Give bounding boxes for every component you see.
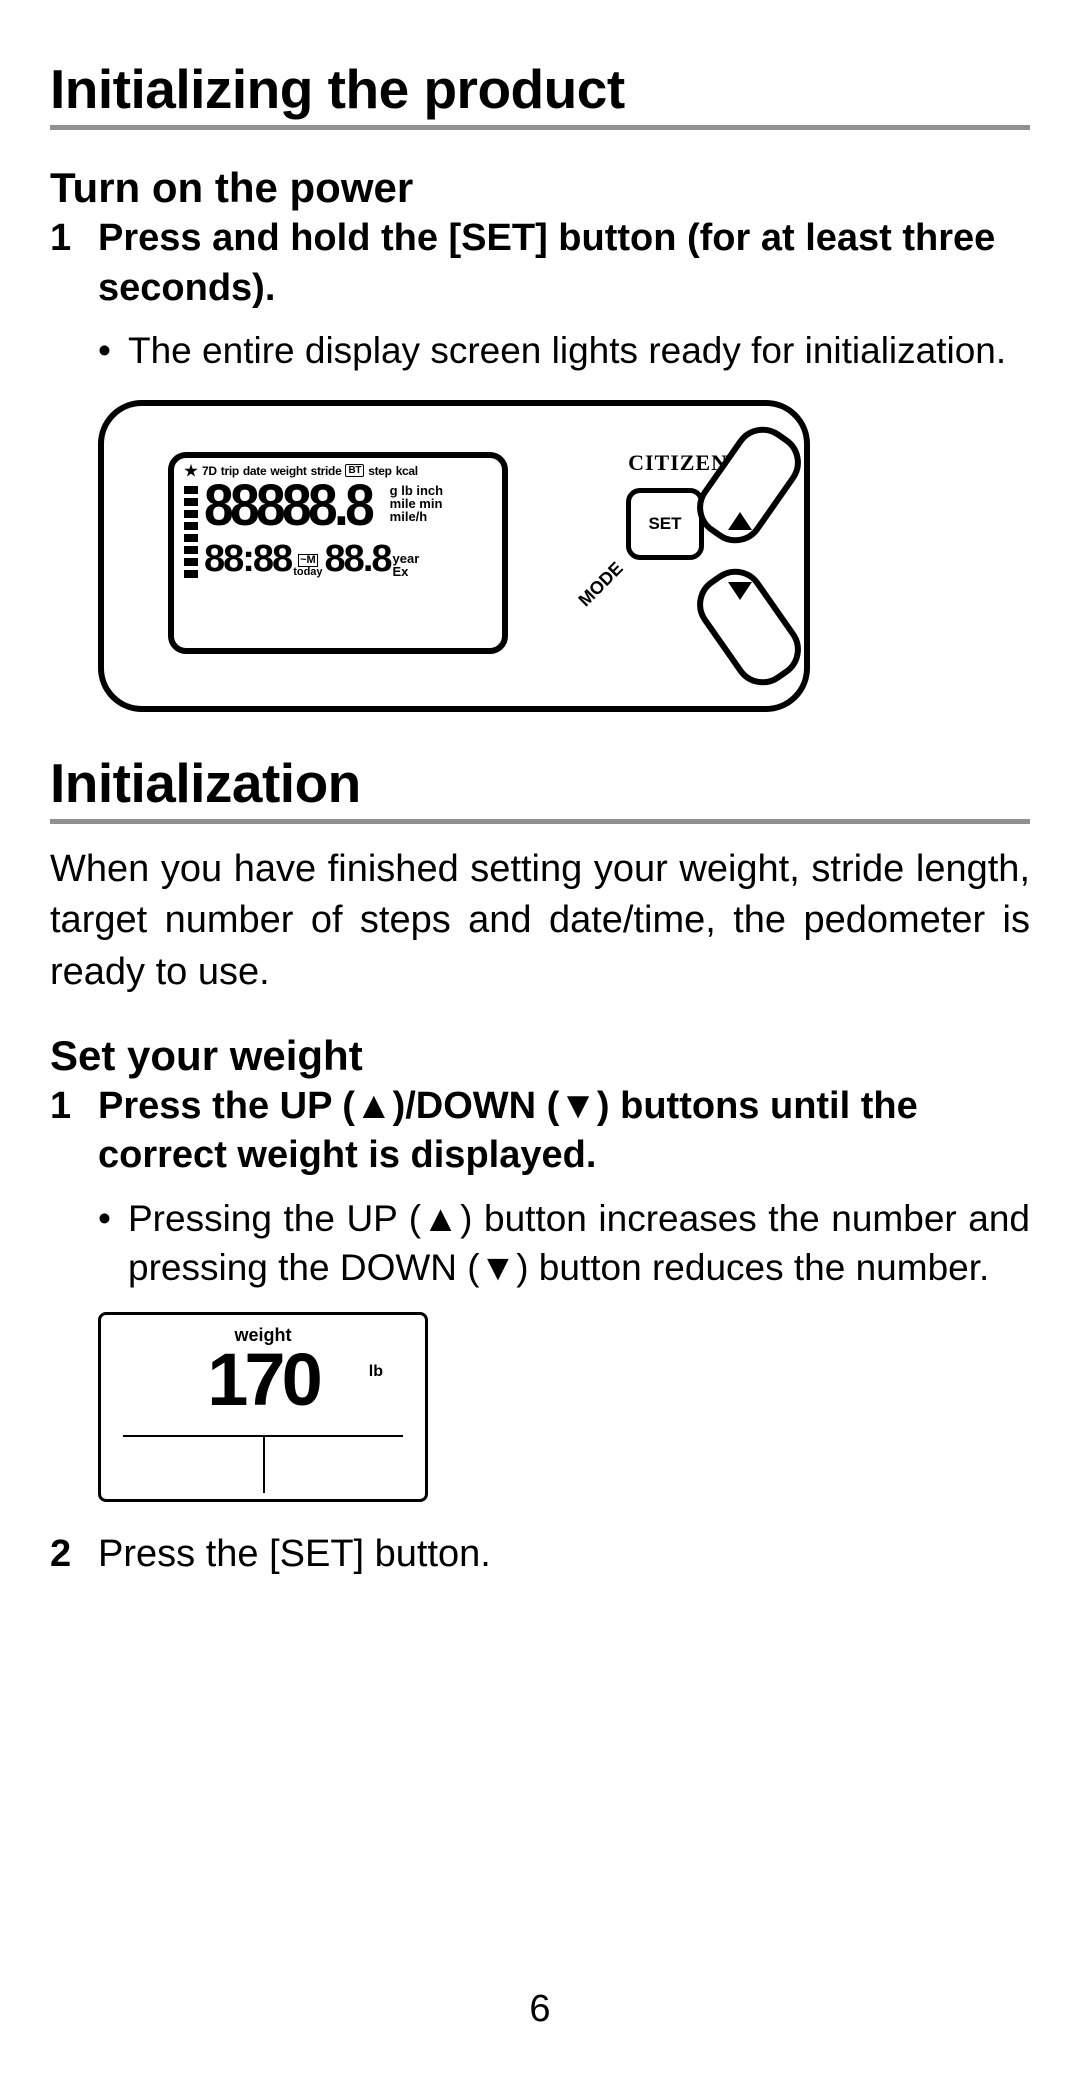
weight-unit: lb bbox=[369, 1363, 383, 1381]
pedometer-device-figure: 7D trip date weight stride BT step kcal … bbox=[98, 400, 810, 712]
step-text: Press and hold the [SET] button (for at … bbox=[98, 214, 1030, 313]
progress-bars-icon bbox=[184, 546, 198, 578]
set-button: SET bbox=[626, 488, 704, 560]
divider-vertical bbox=[263, 1435, 265, 1493]
lcd-token: step bbox=[368, 464, 391, 478]
page-number: 6 bbox=[0, 1988, 1080, 2031]
star-icon bbox=[184, 464, 198, 478]
step-number: 1 bbox=[50, 1082, 98, 1181]
step-number: 1 bbox=[50, 214, 98, 313]
lcd-main-digits: 88888.8 bbox=[204, 480, 371, 532]
note-text: The entire display screen lights ready f… bbox=[128, 327, 1030, 376]
step-number: 2 bbox=[50, 1530, 98, 1579]
section-title-initialization: Initialization bbox=[50, 752, 1030, 824]
manual-page: Initializing the product Turn on the pow… bbox=[0, 0, 1080, 2081]
step-1-weight: 1 Press the UP (▲)/DOWN (▼) buttons unti… bbox=[50, 1082, 1030, 1181]
lcd-main-row: 88888.8 g lb inch mile min mile/h bbox=[184, 480, 494, 542]
lcd-time-digits: 88:88 bbox=[204, 540, 291, 578]
weight-display-figure: weight 170 lb bbox=[98, 1312, 428, 1502]
triangle-up-icon bbox=[728, 512, 752, 530]
mode-label: MODE bbox=[574, 558, 627, 611]
down-button bbox=[685, 557, 812, 697]
lcd-secondary-digits: 88.8 bbox=[325, 540, 391, 578]
step-1-power: 1 Press and hold the [SET] button (for a… bbox=[50, 214, 1030, 313]
lcd-screen: 7D trip date weight stride BT step kcal … bbox=[168, 452, 508, 654]
lcd-mid-labels: ~M today bbox=[293, 554, 322, 578]
up-button bbox=[685, 415, 812, 555]
progress-bars-icon bbox=[184, 480, 198, 542]
brand-label: CITIZEN bbox=[628, 450, 728, 476]
subsection-set-weight: Set your weight bbox=[50, 1032, 1030, 1080]
step-text: Press the [SET] button. bbox=[98, 1530, 1030, 1579]
subsection-turn-on-power: Turn on the power bbox=[50, 164, 1030, 212]
intro-paragraph: When you have finished setting your weig… bbox=[50, 844, 1030, 998]
step-note-display-lights: • The entire display screen lights ready… bbox=[50, 327, 1030, 376]
triangle-down-icon bbox=[728, 582, 752, 600]
note-text: Pressing the UP (▲) button increases the… bbox=[128, 1195, 1030, 1293]
bullet: • bbox=[98, 1195, 128, 1293]
step-note-up-down: • Pressing the UP (▲) button increases t… bbox=[50, 1195, 1030, 1293]
lcd-secondary-row: 88:88 ~M today 88.8 year Ex bbox=[184, 540, 494, 578]
lcd-units-column-2: year Ex bbox=[393, 552, 420, 578]
lcd-units-column: g lb inch mile min mile/h bbox=[390, 480, 443, 523]
lcd-token: kcal bbox=[396, 464, 418, 478]
section-title-initializing: Initializing the product bbox=[50, 58, 1030, 130]
step-2-weight: 2 Press the [SET] button. bbox=[50, 1530, 1030, 1579]
step-text: Press the UP (▲)/DOWN (▼) buttons until … bbox=[98, 1082, 1030, 1181]
bullet: • bbox=[98, 327, 128, 376]
